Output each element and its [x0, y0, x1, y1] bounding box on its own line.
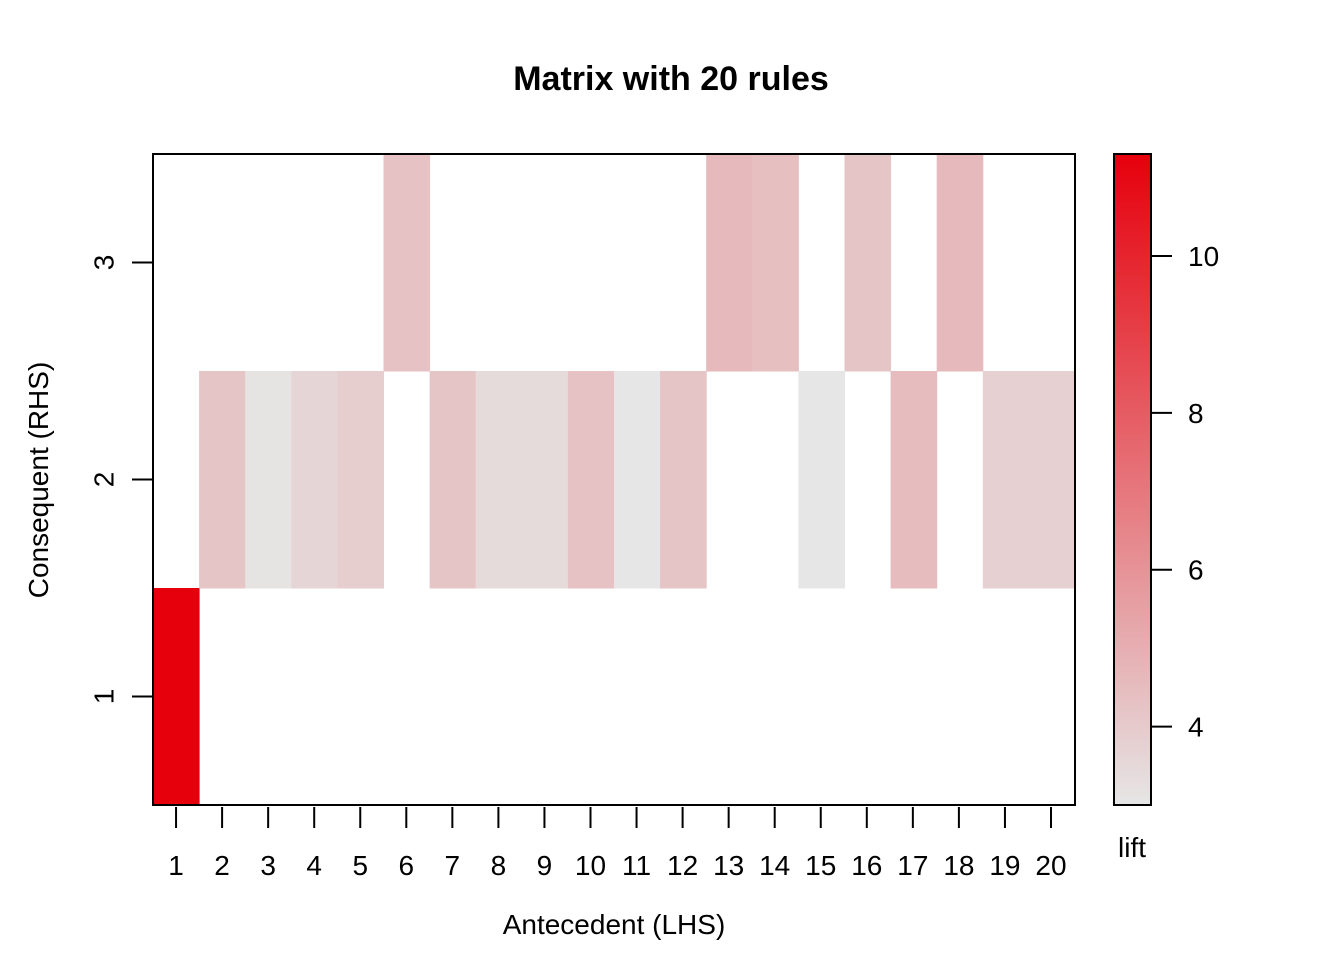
x-tick-label: 8: [491, 850, 507, 881]
colorbar-tick-label: 10: [1188, 241, 1219, 272]
heatmap-cell: [475, 371, 523, 589]
heatmap-cell: [982, 371, 1030, 589]
heatmap-cell: [660, 371, 707, 589]
x-tick-label: 17: [897, 850, 928, 881]
y-tick-label: 2: [89, 472, 120, 488]
x-axis: 1 2 3 4 5 6 7 8 9 10 11 12 13 14 15 16 17 18 19 20: [168, 807, 1067, 881]
x-tick-label: 6: [399, 850, 415, 881]
x-axis-label: Antecedent (LHS): [503, 909, 726, 940]
x-tick-label: 7: [445, 850, 461, 881]
heatmap-cell: [521, 371, 569, 589]
colorbar-tick-label: 6: [1188, 555, 1204, 586]
heatmap-cell: [844, 154, 892, 372]
heatmap-cell: [153, 588, 200, 806]
x-tick-label: 15: [805, 850, 836, 881]
heatmap-cell: [798, 371, 845, 589]
chart-title: Matrix with 20 rules: [513, 60, 829, 98]
x-tick-label: 10: [575, 850, 606, 881]
x-tick-label: 3: [260, 850, 276, 881]
heatmap-cell: [567, 371, 615, 589]
x-tick-label: 19: [989, 850, 1020, 881]
x-tick-label: 14: [759, 850, 790, 881]
colorbar-label: lift: [1118, 832, 1146, 863]
y-axis: 1 2 3: [89, 255, 152, 705]
x-tick-label: 11: [622, 850, 651, 881]
y-tick-label: 3: [89, 255, 120, 271]
heatmap-cell: [291, 371, 338, 589]
heatmap-cells: [153, 154, 1076, 806]
heatmap-cell: [752, 154, 799, 372]
x-tick-label: 5: [352, 850, 368, 881]
x-tick-label: 20: [1035, 850, 1066, 881]
heatmap-cell: [614, 371, 661, 589]
x-tick-label: 2: [214, 850, 230, 881]
heatmap-cell: [245, 371, 292, 589]
heatmap-cell: [337, 371, 384, 589]
heatmap-cell: [199, 371, 246, 589]
heatmap-cell: [429, 371, 477, 589]
heatmap-cell: [890, 371, 938, 589]
x-tick-label: 4: [306, 850, 322, 881]
y-tick-label: 1: [89, 689, 120, 705]
colorbar-tick-label: 8: [1188, 398, 1204, 429]
heatmap-cell: [1028, 371, 1076, 589]
heatmap-cell: [936, 154, 984, 372]
x-tick-label: 13: [713, 850, 744, 881]
colorbar-tick-label: 4: [1188, 712, 1204, 743]
colorbar-axis: 4 6 8 10: [1152, 241, 1219, 743]
plot-frame: [152, 153, 1076, 806]
heatmap-cell: [706, 154, 753, 372]
x-tick-label: 12: [667, 850, 698, 881]
x-tick-label: 16: [851, 850, 882, 881]
x-tick-label: 9: [537, 850, 553, 881]
colorbar: [1113, 153, 1152, 806]
heatmap-cell: [383, 154, 431, 372]
y-axis-label: Consequent (RHS): [23, 362, 54, 599]
x-tick-label: 18: [943, 850, 974, 881]
x-tick-label: 1: [168, 850, 184, 881]
